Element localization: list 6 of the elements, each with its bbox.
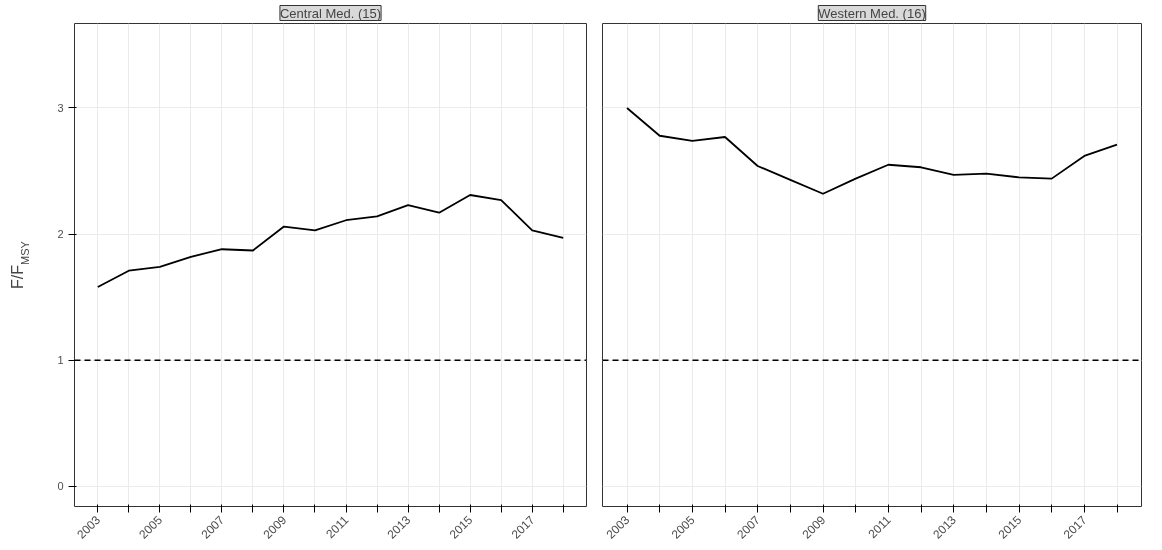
chart-title: Central Med. (15) [279,5,382,21]
y-tick-label: 2 [57,228,64,241]
y-tick-label: 3 [57,101,64,114]
y-tick-label: 1 [57,354,64,367]
y-tick-label: 0 [57,480,64,493]
y-axis-title: F/FMSY [9,240,32,289]
